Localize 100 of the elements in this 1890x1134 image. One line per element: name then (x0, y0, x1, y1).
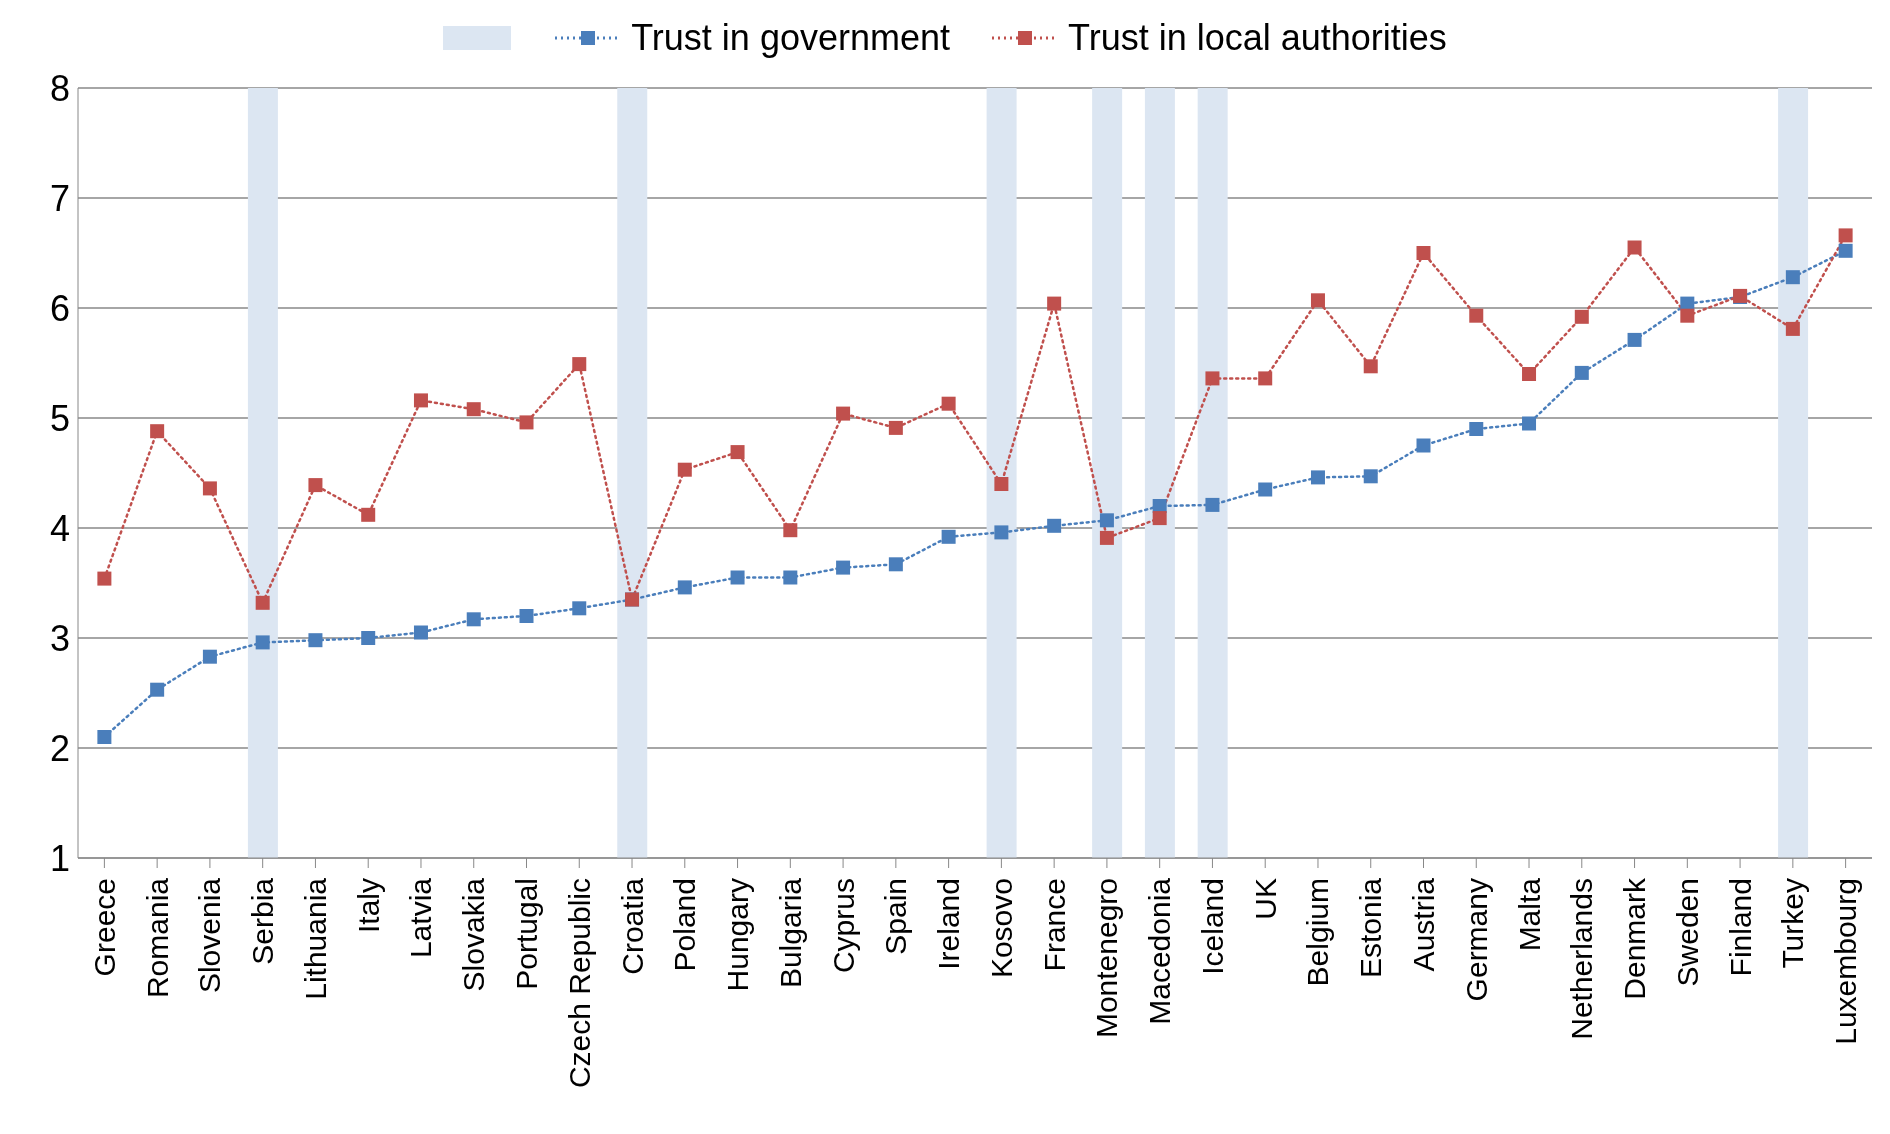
point (1469, 308, 1484, 323)
point (836, 406, 851, 421)
y-tick-label: 3 (49, 617, 70, 659)
x-tick-label: Luxembourg (1829, 878, 1863, 1045)
x-tick-label: Poland (668, 878, 702, 972)
x-tick-label: Estonia (1354, 877, 1388, 979)
point (1310, 293, 1325, 308)
y-tick-label: 7 (49, 177, 70, 219)
legend-label: Trust in government (631, 17, 950, 59)
point (1099, 513, 1114, 528)
y-tick-label: 1 (49, 837, 70, 879)
point (1258, 371, 1273, 386)
x-tick-label: Denmark (1618, 877, 1652, 1000)
point (783, 570, 798, 585)
point (1627, 332, 1642, 347)
point (1574, 309, 1589, 324)
point (1047, 296, 1062, 311)
x-tick-label: Slovakia (457, 877, 491, 992)
point (677, 462, 692, 477)
x-tick-label: Macedonia (1143, 877, 1177, 1025)
x-tick-label: Malta (1512, 877, 1546, 952)
x-tick-label: Greece (87, 878, 121, 977)
x-tick-label: France (1037, 878, 1071, 972)
x-tick-label: Czech Republic (562, 878, 596, 1089)
point (572, 357, 587, 372)
x-tick-label: Kosovo (984, 878, 1018, 979)
point (1363, 359, 1378, 374)
point (413, 625, 428, 640)
point (1627, 240, 1642, 255)
x-tick-label: Latvia (404, 877, 438, 959)
point (97, 730, 112, 744)
x-tick-label: UK (1248, 878, 1282, 920)
point (519, 609, 534, 623)
point (1310, 470, 1325, 485)
point (255, 635, 270, 650)
point (1522, 367, 1537, 381)
point (1838, 243, 1853, 258)
point (1785, 270, 1800, 285)
x-tick-label: Croatia (615, 877, 649, 975)
point (1099, 530, 1114, 545)
point (308, 633, 323, 648)
point (1416, 438, 1431, 453)
point (361, 507, 376, 522)
x-tick-label: Cyprus (826, 878, 860, 974)
point (730, 570, 745, 585)
point (888, 557, 903, 572)
point (97, 571, 112, 586)
y-tick-label: 4 (49, 507, 70, 549)
point (1522, 416, 1537, 431)
point (255, 595, 270, 610)
point (941, 396, 956, 411)
point (1680, 308, 1695, 323)
point (677, 580, 692, 595)
point (1363, 469, 1378, 484)
point (1469, 422, 1484, 436)
point (994, 477, 1009, 491)
x-tick-label: Germany (1459, 878, 1493, 1002)
x-tick-label: Italy (351, 878, 385, 934)
x-tick-label: Serbia (246, 877, 280, 965)
point (308, 478, 323, 493)
x-tick-label: Iceland (1195, 878, 1229, 975)
point (1258, 482, 1273, 497)
point (1838, 228, 1853, 243)
point (1416, 246, 1431, 260)
point (1205, 497, 1220, 512)
point (150, 682, 165, 697)
x-tick-label: Romania (140, 877, 174, 999)
point (1574, 365, 1589, 380)
point (202, 649, 217, 664)
point (1205, 371, 1220, 386)
point (730, 445, 745, 460)
point (466, 612, 481, 627)
x-tick-label: Portugal (510, 878, 543, 990)
x-tick-label: Spain (879, 878, 913, 955)
y-tick-label: 5 (49, 397, 70, 439)
point (994, 525, 1009, 540)
x-tick-label: Austria (1407, 877, 1440, 972)
point (466, 402, 481, 417)
x-tick-label: Ireland (932, 878, 966, 970)
legend-label: Trust in local authorities (1067, 17, 1447, 59)
x-tick-label: Lithuania (298, 877, 332, 1000)
point (361, 631, 376, 645)
point (836, 560, 851, 575)
x-tick-label: Turkey (1776, 878, 1810, 969)
point (1047, 518, 1062, 533)
point (519, 415, 534, 430)
x-tick-label: Slovenia (193, 877, 227, 994)
point (783, 523, 798, 538)
point (202, 481, 217, 496)
x-tick-label: Finland (1723, 878, 1757, 977)
x-tick-label: Hungary (721, 878, 755, 992)
x-tick-label: Belgium (1301, 878, 1335, 987)
point (1785, 321, 1800, 336)
point (572, 601, 587, 616)
y-tick-label: 2 (49, 727, 70, 769)
x-tick-label: Netherlands (1565, 878, 1599, 1040)
x-tick-label: Bulgaria (773, 877, 807, 989)
y-tick-label: 6 (49, 287, 70, 329)
point (150, 424, 165, 439)
x-tick-label: Montenegro (1090, 878, 1124, 1039)
